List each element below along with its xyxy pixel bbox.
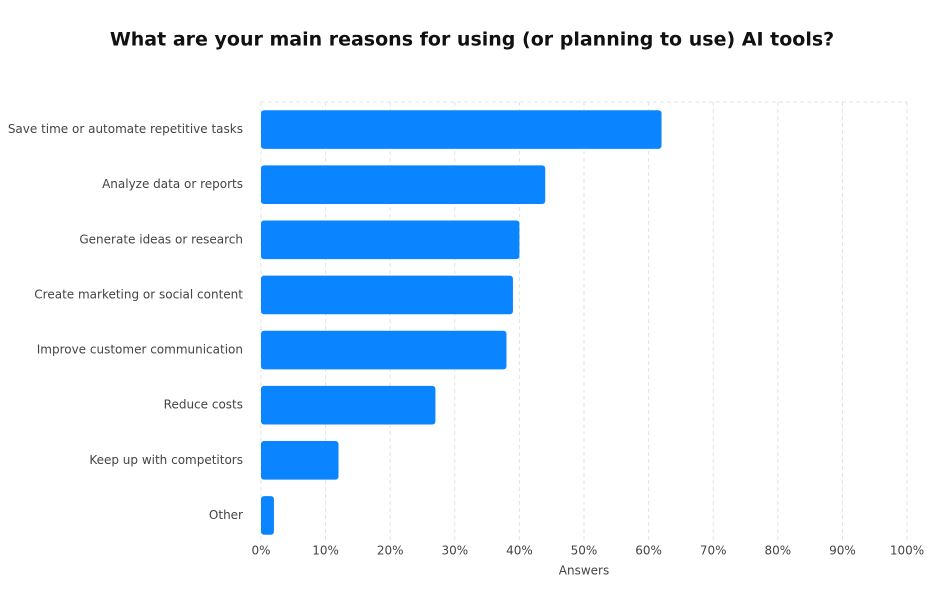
y-tick-label: Reduce costs xyxy=(164,398,243,412)
bar xyxy=(261,220,520,260)
bar xyxy=(261,441,339,480)
x-axis-label: Answers xyxy=(559,564,609,578)
bar xyxy=(261,496,274,535)
y-tick-label: Analyze data or reports xyxy=(102,177,243,191)
x-tick-label: 100% xyxy=(890,544,924,558)
y-tick-label: Other xyxy=(209,508,243,522)
x-tick-label: 50% xyxy=(571,544,598,558)
y-tick-label: Improve customer communication xyxy=(37,343,243,357)
x-tick-label: 90% xyxy=(829,544,856,558)
bar xyxy=(261,385,436,425)
y-tick-label: Generate ideas or research xyxy=(79,232,243,246)
x-tick-label: 60% xyxy=(635,544,662,558)
bar xyxy=(261,275,513,315)
chart-title: What are your main reasons for using (or… xyxy=(110,29,834,51)
x-tick-label: 20% xyxy=(377,544,404,558)
x-tick-label: 80% xyxy=(764,544,791,558)
x-tick-label: 30% xyxy=(441,544,468,558)
y-tick-label: Save time or automate repetitive tasks xyxy=(8,122,243,136)
y-tick-label: Create marketing or social content xyxy=(34,287,243,301)
y-tick-label: Keep up with competitors xyxy=(89,453,243,467)
bar xyxy=(261,110,662,149)
x-tick-label: 0% xyxy=(251,544,270,558)
x-tick-label: 10% xyxy=(312,544,339,558)
x-tick-label: 40% xyxy=(506,544,533,558)
bar xyxy=(261,165,546,204)
bar xyxy=(261,330,507,370)
x-tick-label: 70% xyxy=(700,544,727,558)
